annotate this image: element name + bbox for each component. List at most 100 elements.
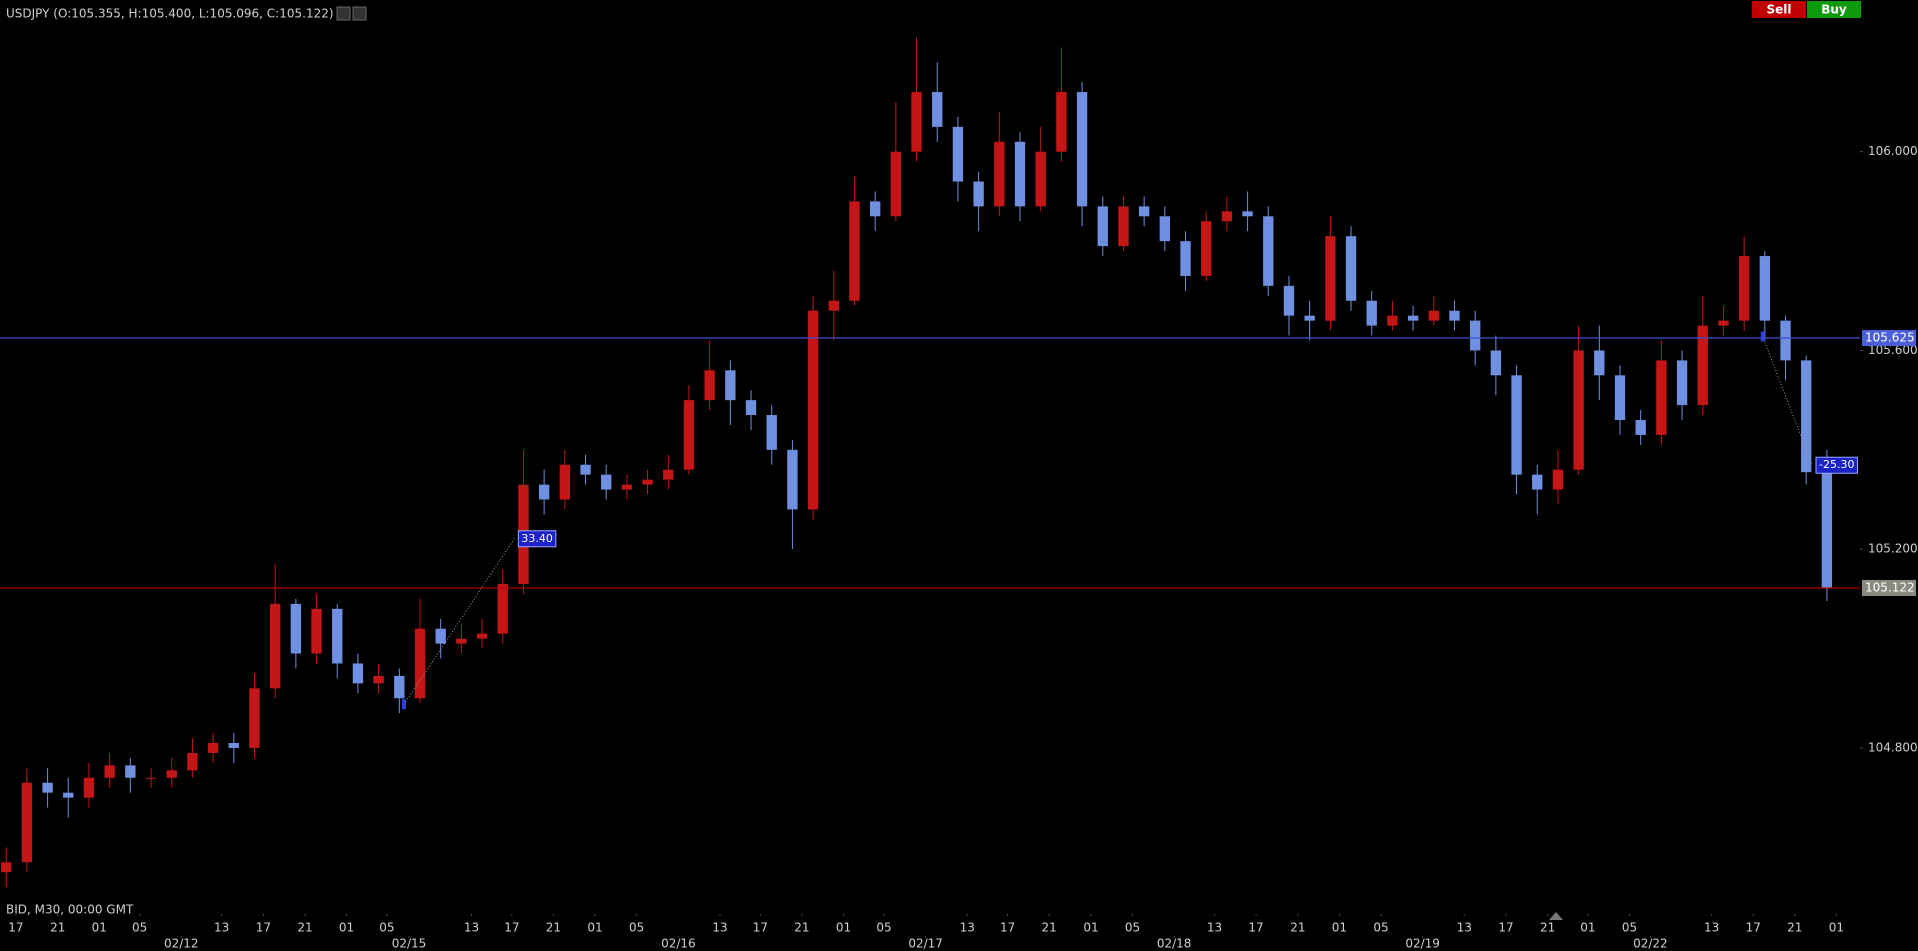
candle-body: [1532, 474, 1543, 490]
x-tick-label: 13: [1457, 921, 1472, 935]
measure-line: [1762, 336, 1813, 466]
candle-body: [1801, 360, 1812, 473]
candle-body: [787, 449, 798, 510]
level-label-box: [1862, 330, 1916, 347]
measure-line: [403, 538, 515, 705]
candle-body: [1635, 420, 1646, 435]
x-tick-label: 17: [1746, 921, 1761, 935]
candle-body: [414, 628, 426, 699]
candle-body: [497, 583, 508, 634]
candle-body: [1366, 300, 1377, 326]
candle-body: [994, 141, 1005, 207]
x-tick-label: 01: [587, 921, 602, 935]
candle-body: [1718, 320, 1729, 326]
candle-body: [1159, 216, 1170, 242]
settings-icon[interactable]: [336, 6, 351, 21]
candle-body: [456, 638, 467, 644]
level-label: 105.122: [1865, 580, 1915, 594]
candle-body: [1552, 469, 1564, 490]
candle-body: [621, 484, 633, 490]
x-tick-label: 21: [297, 921, 312, 935]
candle-body: [1573, 350, 1584, 470]
candle-body: [828, 300, 839, 311]
measure-start: [402, 699, 407, 710]
x-tick-label: 13: [960, 921, 975, 935]
candle-body: [870, 201, 881, 217]
candle-body: [332, 608, 343, 664]
date-tick-label: 02/22: [1633, 937, 1668, 951]
candle-body: [807, 310, 819, 510]
scroll-marker[interactable]: [1549, 912, 1563, 920]
close-icon[interactable]: [352, 6, 367, 21]
candle-body: [1821, 472, 1833, 588]
candle-body: [187, 752, 198, 771]
sell-button[interactable]: [1752, 1, 1806, 18]
candle-body: [290, 603, 302, 654]
candle-body: [352, 663, 364, 684]
candle-body: [435, 628, 446, 644]
x-tick-label: 05: [1125, 921, 1140, 935]
candle-body: [476, 633, 488, 639]
x-tick-label: 05: [876, 921, 891, 935]
candle-body: [725, 370, 736, 401]
candle-body: [683, 400, 695, 470]
x-tick-label: 01: [1332, 921, 1347, 935]
candle-body: [1511, 375, 1522, 475]
candle-body: [228, 742, 239, 748]
date-tick-label: 02/16: [661, 937, 696, 951]
level-label: 105.625: [1865, 331, 1915, 345]
x-tick-label: 13: [1704, 921, 1719, 935]
x-tick-label: 21: [546, 921, 561, 935]
candle-body: [1097, 206, 1108, 247]
candle-body: [373, 675, 384, 684]
date-tick-label: 02/17: [908, 937, 943, 951]
y-tick-label: 104.800: [1868, 740, 1918, 754]
x-tick-label: 17: [256, 921, 271, 935]
x-tick-label: 05: [132, 921, 147, 935]
candle-body: [1697, 325, 1708, 406]
buy-label[interactable]: Buy: [1821, 3, 1847, 17]
measure-label: 33.40: [521, 532, 553, 545]
sell-label[interactable]: Sell: [1766, 3, 1791, 17]
candle-body: [1014, 141, 1026, 207]
candle-body: [766, 415, 777, 450]
candle-body: [1387, 315, 1398, 326]
candle-body: [1759, 256, 1770, 321]
x-tick-label: 17: [1000, 921, 1015, 935]
candle-body: [207, 742, 219, 753]
y-tick-label: 106.000: [1868, 144, 1918, 158]
x-tick-label: 17: [1248, 921, 1263, 935]
x-tick-label: 05: [629, 921, 644, 935]
x-tick-label: 13: [214, 921, 229, 935]
candle-body: [104, 765, 115, 778]
candle-body: [890, 151, 902, 217]
candle-body: [704, 370, 715, 401]
x-tick-label: 01: [1083, 921, 1098, 935]
candle-body: [1263, 216, 1274, 286]
x-tick-label: 17: [504, 921, 519, 935]
candle-body: [1035, 151, 1046, 207]
measure-label: -25.30: [1819, 458, 1854, 471]
x-tick-label: 13: [712, 921, 727, 935]
candle-body: [83, 777, 95, 798]
x-tick-label: 21: [1787, 921, 1802, 935]
candle-body: [311, 608, 322, 654]
candle-body: [973, 181, 984, 207]
candle-body: [1304, 315, 1315, 321]
candle-body: [538, 484, 550, 500]
candle-body: [911, 92, 922, 152]
measure-label-box: [1815, 456, 1858, 474]
candle-body: [1056, 92, 1067, 152]
candle-body: [166, 770, 177, 778]
candle-body: [1490, 350, 1502, 376]
candle-body: [1407, 315, 1419, 321]
x-tick-label: 05: [1373, 921, 1388, 935]
candle-body: [663, 469, 674, 480]
x-tick-label: 01: [1580, 921, 1595, 935]
buy-button[interactable]: [1807, 1, 1861, 18]
x-tick-label: 01: [92, 921, 107, 935]
candle-body: [1345, 236, 1357, 301]
footer: BID, M30, 00:00 GMT: [6, 903, 134, 917]
x-tick-label: 17: [8, 921, 23, 935]
